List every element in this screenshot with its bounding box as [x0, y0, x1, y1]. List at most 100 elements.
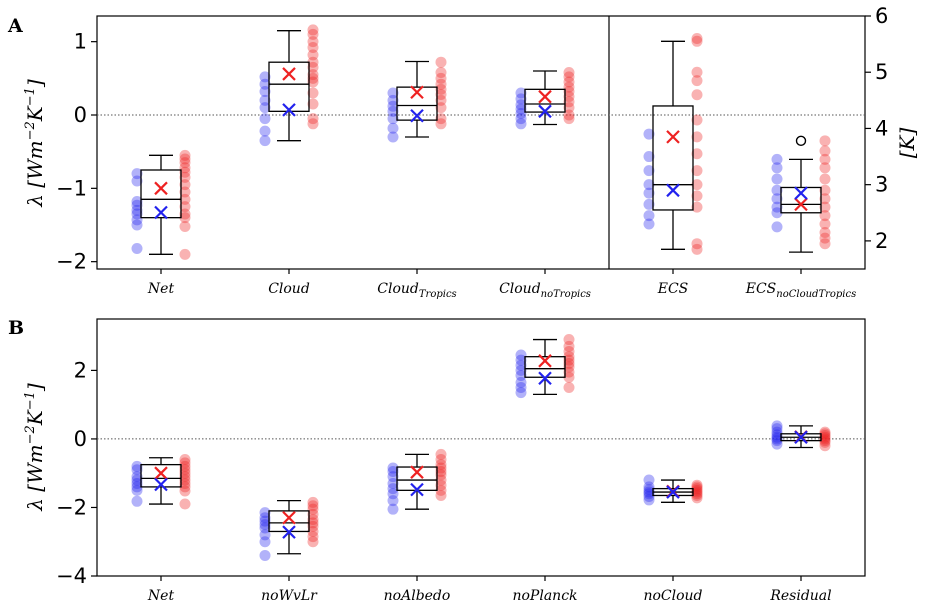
y-tick-label: −2	[56, 250, 87, 274]
point-group2	[179, 453, 191, 465]
point-group1	[515, 87, 527, 99]
panel-a-letter: A	[7, 15, 23, 37]
point-group2	[435, 113, 447, 125]
x-tick-label-main: Cloud	[499, 281, 541, 297]
x-tick-label-sub: Tropics	[419, 289, 457, 300]
mean-group2-stroke	[666, 130, 680, 144]
point-group1	[515, 387, 527, 399]
point-group1	[131, 484, 143, 496]
point-group2	[179, 477, 191, 489]
mean-group1-stroke	[794, 186, 808, 200]
y-tick-label: 1	[74, 30, 87, 54]
point-group1	[259, 529, 271, 541]
point-group1	[515, 354, 527, 366]
mean-group2-stroke	[538, 354, 552, 368]
point-group2	[563, 86, 575, 98]
mean-group1-stroke	[410, 482, 424, 497]
point-group1	[771, 173, 783, 185]
point-group2	[179, 162, 191, 174]
mean-group2	[666, 130, 680, 144]
box-iqr	[652, 105, 694, 211]
mean-group1	[794, 430, 808, 444]
point-group2	[179, 498, 191, 510]
point-group2	[307, 28, 319, 40]
point-group2	[691, 190, 703, 202]
mean-group2-stroke	[154, 181, 168, 196]
point-group2	[179, 201, 191, 213]
point-group1	[515, 376, 527, 388]
point-group1	[515, 349, 527, 361]
point-group1	[131, 208, 143, 220]
point-group1	[643, 474, 655, 486]
point-group2	[563, 81, 575, 93]
point-group1	[771, 162, 783, 174]
point-group2	[435, 118, 447, 130]
point-group1	[259, 512, 271, 524]
panel-b-frame	[96, 318, 866, 577]
point-group2	[563, 382, 575, 394]
point-group2	[563, 91, 575, 103]
mean-group1	[666, 183, 680, 198]
point-group1	[131, 175, 143, 187]
point-group2	[563, 76, 575, 88]
x-tick-label-main: Net	[147, 588, 175, 603]
point-group1	[643, 494, 655, 506]
point-group1	[259, 71, 271, 83]
mean-group2-stroke	[410, 465, 424, 479]
x-tick-label: ECSnoCloudTropics	[745, 281, 857, 300]
box-iqr	[140, 169, 182, 219]
y-tick-label: −1	[56, 176, 87, 200]
x-tick-label: noWvLr	[261, 588, 318, 603]
point-group2	[691, 238, 703, 250]
point-group1	[131, 196, 143, 208]
x-tick-label-main: noWvLr	[261, 588, 318, 603]
point-group1	[387, 462, 399, 474]
mean-group1-stroke	[666, 485, 680, 499]
x-tick-label: Net	[147, 281, 175, 297]
point-group2	[691, 492, 703, 504]
point-group2	[819, 435, 831, 447]
point-group1	[515, 103, 527, 115]
point-group2	[179, 474, 191, 486]
point-group1	[515, 359, 527, 371]
point-group2	[307, 525, 319, 537]
x-tick-label-main: Residual	[769, 588, 831, 603]
point-group1	[643, 218, 655, 230]
point-group2	[307, 500, 319, 512]
point-group1	[771, 207, 783, 219]
mean-group2	[282, 67, 296, 81]
point-group2	[819, 184, 831, 196]
mean-group1	[666, 485, 680, 499]
x-tick-label-sub: noTropics	[541, 289, 591, 300]
point-group1	[131, 214, 143, 226]
y-tick-label: −4	[56, 564, 87, 588]
point-group2	[819, 431, 831, 443]
point-group2	[819, 193, 831, 205]
mean-group2-stroke	[794, 197, 808, 212]
point-group2	[179, 460, 191, 472]
y-tick-label: 0	[74, 103, 87, 127]
mean-group2	[154, 181, 168, 196]
mean-group1	[410, 108, 424, 123]
point-group1	[259, 536, 271, 548]
point-group2	[691, 481, 703, 493]
mean-group1	[538, 104, 552, 119]
point-group2	[563, 96, 575, 108]
mean-group1-stroke	[282, 525, 296, 539]
point-group2	[307, 517, 319, 529]
x-tick-label-sub: noCloudTropics	[776, 289, 856, 300]
point-group1	[387, 488, 399, 500]
point-group2	[691, 479, 703, 491]
point-group2	[435, 66, 447, 78]
mean-group2	[538, 354, 552, 368]
mean-group1-stroke	[538, 371, 552, 386]
point-group2	[819, 162, 831, 174]
point-group2	[563, 351, 575, 363]
point-group1	[771, 426, 783, 438]
point-group1	[131, 242, 143, 254]
point-group2	[819, 135, 831, 147]
point-group2	[179, 471, 191, 483]
point-group1	[771, 193, 783, 205]
right-y-tick-label: 2	[875, 229, 888, 253]
